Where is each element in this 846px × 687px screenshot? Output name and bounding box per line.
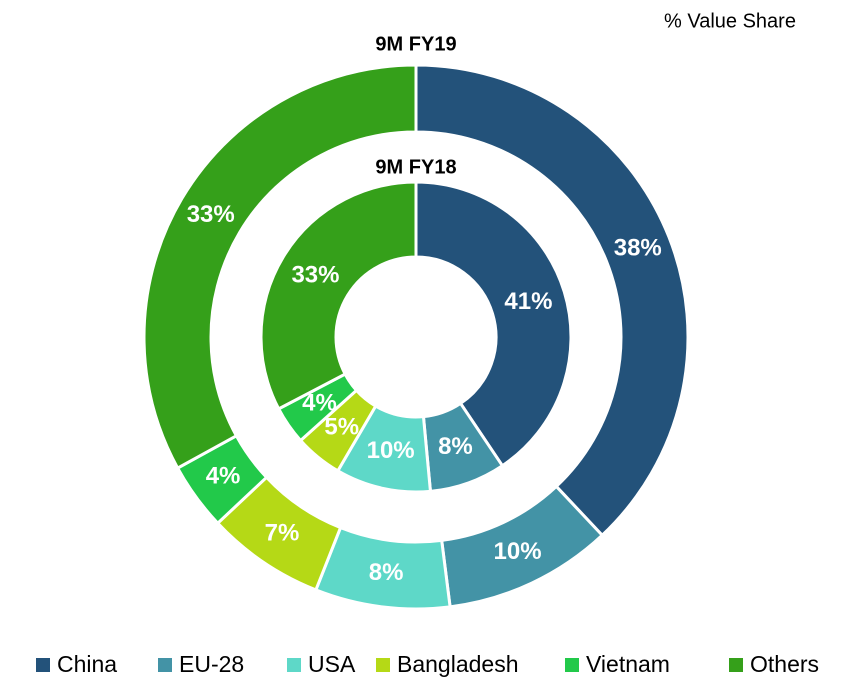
- data-label: 33%: [187, 201, 235, 228]
- legend-swatch: [287, 658, 301, 672]
- ring-label: 9M FY18: [375, 156, 456, 178]
- legend-swatch: [729, 658, 743, 672]
- legend-label: Others: [750, 651, 819, 677]
- data-label: 7%: [265, 520, 300, 547]
- data-label: 10%: [367, 437, 415, 464]
- donut-segment: [259, 180, 418, 411]
- data-label: 8%: [438, 433, 473, 460]
- data-label: 8%: [369, 559, 404, 586]
- data-label: 4%: [206, 463, 241, 490]
- data-label: 41%: [504, 288, 552, 315]
- donut-segment: [414, 180, 573, 468]
- data-label: 10%: [494, 538, 542, 565]
- legend-swatch: [158, 658, 172, 672]
- legend-label: China: [57, 651, 117, 677]
- legend-label: EU-28: [179, 651, 244, 677]
- data-label: 33%: [291, 261, 339, 288]
- legend-label: Bangladesh: [397, 651, 519, 677]
- legend-swatch: [36, 658, 50, 672]
- chart-subtitle: % Value Share: [664, 10, 796, 32]
- legend-label: USA: [308, 651, 356, 677]
- data-label: 38%: [614, 235, 662, 262]
- legend-label: Vietnam: [586, 651, 670, 677]
- ring-label: 9M FY19: [375, 33, 456, 55]
- donut-segment: [142, 63, 418, 471]
- legend-swatch: [376, 658, 390, 672]
- legend-swatch: [565, 658, 579, 672]
- donut-segment: [414, 63, 690, 538]
- data-label: 5%: [324, 413, 359, 440]
